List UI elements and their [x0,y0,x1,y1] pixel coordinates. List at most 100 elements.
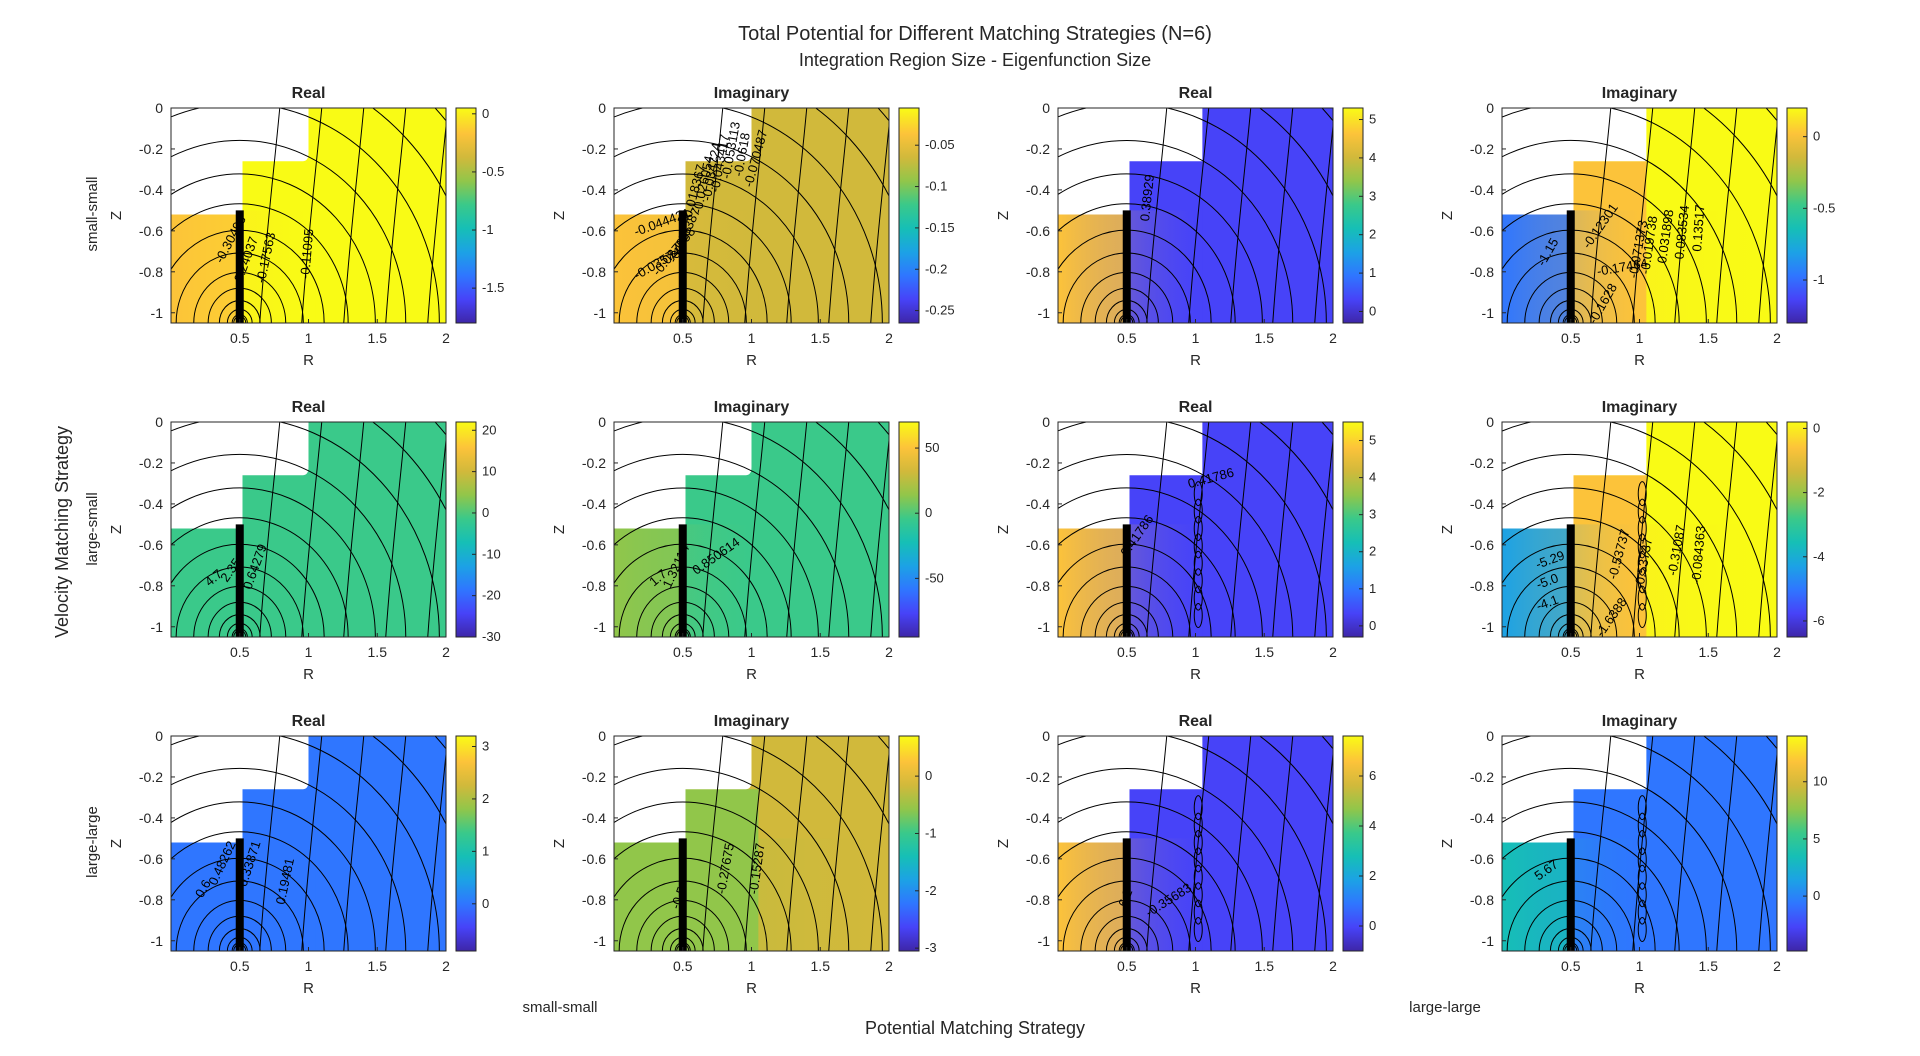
colorbar-tick-label: -1 [482,222,494,237]
y-axis-label: Z [551,839,568,848]
x-tick-label: 2 [442,958,450,974]
colorbar [898,735,920,952]
field-blend [1502,838,1777,951]
plot-area: 4.72.350.64279 [171,422,446,637]
panel-title: Real [292,399,326,416]
colorbar-tick-label: 6 [1369,768,1376,783]
y-tick-label: 0 [598,728,606,744]
y-tick-label: -1 [1482,305,1495,321]
y-tick-label: -0.2 [1470,769,1494,785]
contour-label: -4.1 [1534,592,1560,614]
figure-title: Total Potential for Different Matching S… [738,23,1212,45]
contour-loop [1193,603,1203,628]
panel-grid: -0.30498-0.24037-0.17563 -0.11095 Real 0.5 1… [108,85,1835,997]
x-tick-label: 2 [885,958,893,974]
x-tick-label: 1 [748,644,756,660]
y-tick-label: -0.8 [582,264,606,280]
singular-band [678,838,687,951]
y-tick-label: -0.6 [1470,537,1494,553]
y-tick-label: -0.4 [1470,810,1494,826]
contour-loop [1637,568,1647,594]
x-tick-label: 0.5 [1117,958,1137,974]
contour-label: 0.083534 [1671,204,1692,260]
x-tick-label: 0.5 [1117,644,1137,660]
colorbar-tick-label: -1.5 [482,280,504,295]
colorbar-tick-label: 2 [1369,544,1376,559]
y-axis-label: Z [995,839,1012,848]
x-tick-label: 1 [305,958,313,974]
colorbar-tick-label: -2 [1813,485,1825,500]
body-cutout [1502,108,1647,215]
x-axis-label: R [1190,980,1201,997]
singular-band [678,524,687,637]
x-tick-label: 0.5 [673,330,693,346]
singular-band [235,524,244,637]
y-tick-label: -0.2 [1026,455,1050,471]
body-cutout [614,736,752,843]
panel-title: Real [292,713,326,730]
colorbar-tick-label: 0 [1813,129,1820,144]
y-tick-label: -0.8 [582,578,606,594]
x-tick-label: 1 [748,330,756,346]
colorbar-tick-label: 0 [482,106,489,121]
colorbar-tick-label: 0 [925,505,932,520]
colorbar-tick-label: 3 [482,738,489,753]
contour-loop [1193,550,1203,576]
x-tick-label: 1 [1192,644,1200,660]
colorbar [1786,735,1808,952]
y-axis-label: Z [108,211,125,220]
colorbar-tick-label: 0 [482,896,489,911]
contour-label: 0.38929 [1137,174,1157,222]
row-label-large-large: large-large [84,806,101,878]
y-tick-label: -0.2 [139,141,163,157]
panel-title: Real [1179,399,1213,416]
colorbar-tick-label: 4 [1369,150,1376,165]
colorbar-tick-label: -3 [925,940,937,955]
contour-loop [1637,864,1647,890]
x-axis-label: R [1190,666,1201,683]
colorbar-tick-label: 1 [1369,581,1376,596]
y-tick-label: -1 [1038,933,1051,949]
singular-band [1122,210,1131,323]
x-axis-label: R [1190,352,1201,369]
x-tick-label: 1.5 [1255,330,1275,346]
y-tick-label: -0.8 [582,892,606,908]
x-tick-label: 1.5 [1699,330,1719,346]
contour-loop [1193,899,1203,925]
y-tick-label: -0.8 [1470,264,1494,280]
y-tick-label: -0.6 [139,537,163,553]
x-tick-label: 1.5 [368,958,388,974]
contour-lines [171,108,446,323]
y-axis-label: Z [1439,525,1456,534]
y-tick-label: -1 [1038,305,1051,321]
panel-title: Real [1179,85,1213,102]
x-tick-label: 1 [305,330,313,346]
plot-area: -0.30498-0.24037-0.17563 -0.11095 [171,108,446,323]
x-tick-label: 2 [1329,644,1337,660]
y-tick-label: -0.8 [139,264,163,280]
colorbar-tick-label: 10 [482,464,496,479]
x-tick-label: 2 [1773,644,1781,660]
x-tick-label: 0.5 [673,644,693,660]
contour-loop [1637,481,1647,507]
column-label-large-large: large-large [1409,999,1481,1016]
contour-loop [1637,847,1647,873]
panel-title: Imaginary [1602,85,1678,102]
x-tick-label: 0.5 [1117,330,1137,346]
y-tick-label: 0 [598,100,606,116]
y-tick-label: -0.8 [1026,578,1050,594]
colorbar-tick-label: -4 [1813,549,1825,564]
x-tick-label: 2 [442,644,450,660]
column-label-small-small: small-small [523,999,598,1016]
colorbar-tick-label: 0 [1813,420,1820,435]
contour-panel-1-1: -0.30498-0.24037-0.17563 -0.11095 Real 0.5 1… [108,85,504,369]
singular-band [235,838,244,951]
row-label-small-small: small-small [84,177,101,252]
x-tick-label: 2 [885,644,893,660]
colorbar-tick-label: 3 [1369,507,1376,522]
singular-band [678,210,687,323]
colorbar-tick-label: -0.25 [925,303,955,318]
